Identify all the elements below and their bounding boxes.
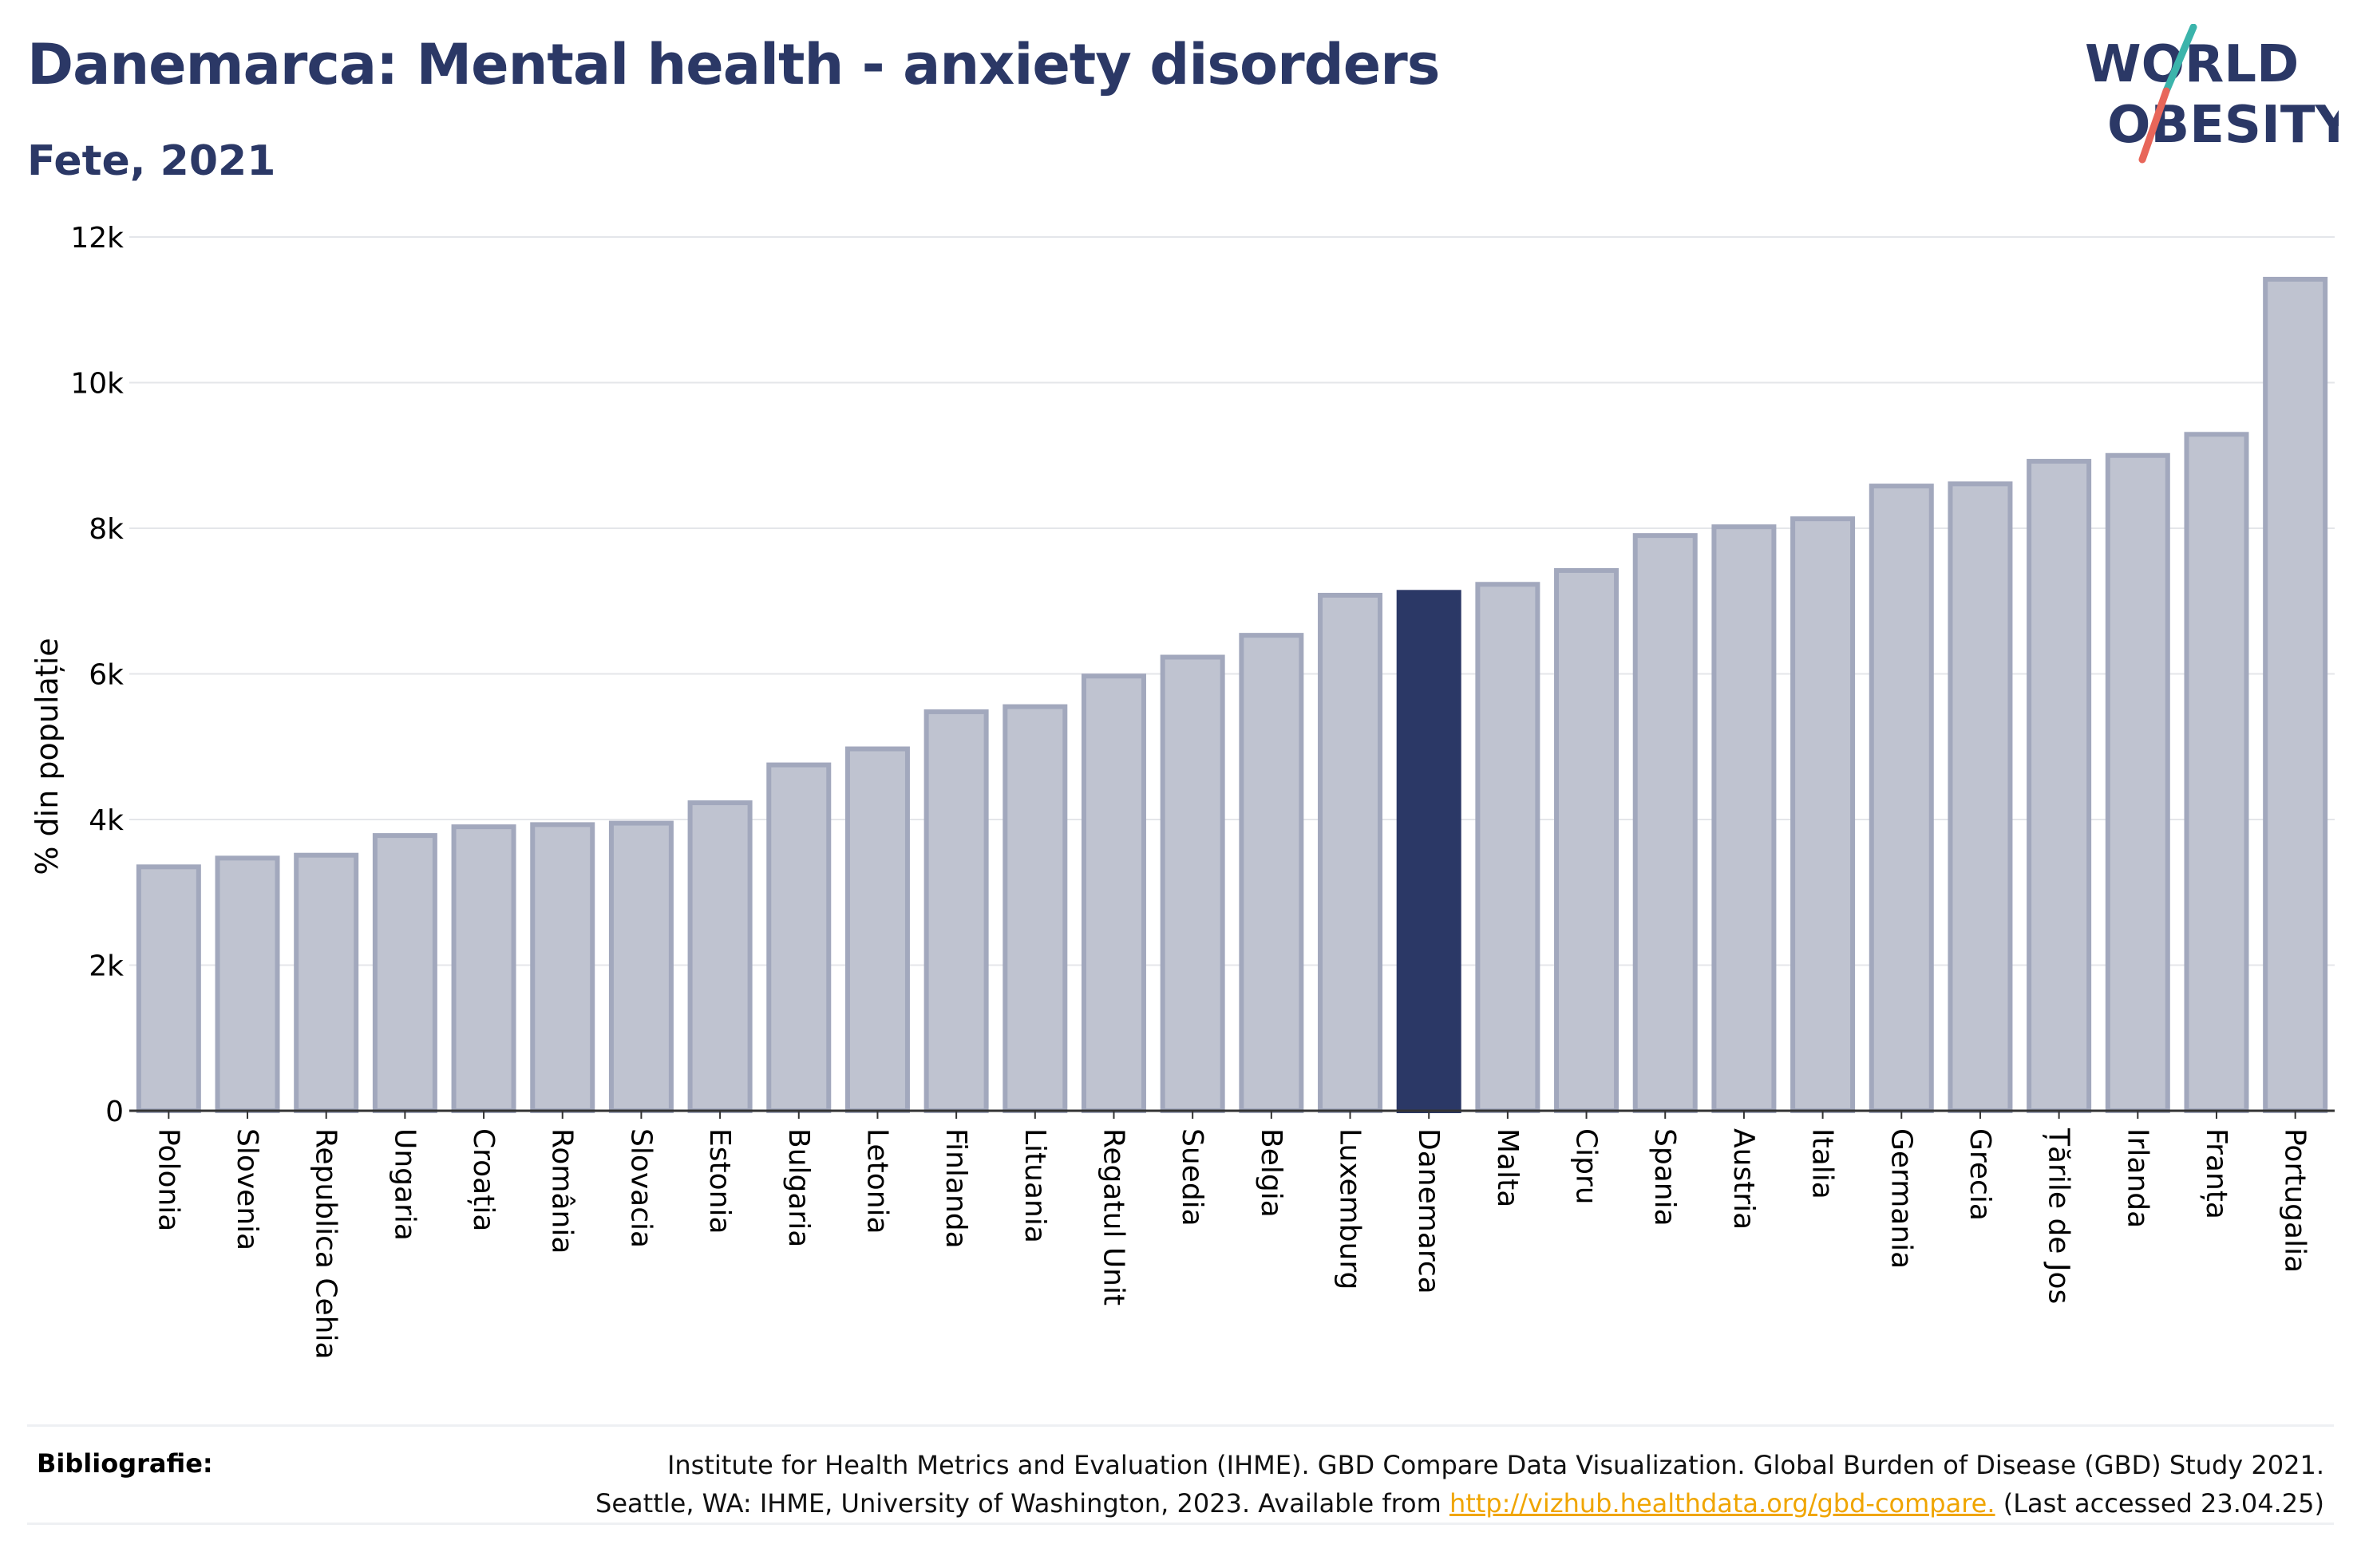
x-tick-label: Bulgaria bbox=[782, 1128, 815, 1247]
x-tick-label: Regatul Unit bbox=[1097, 1128, 1129, 1305]
y-tick-label: 8k bbox=[89, 513, 124, 546]
bar-chart: 0 2k 4k 6k 8k 10k 12k % din populație Polonia S… bbox=[30, 222, 2335, 1360]
x-tick-label: Portugalia bbox=[2279, 1128, 2312, 1273]
bibliography-line2: Seattle, WA: IHME, University of Washing… bbox=[409, 1484, 2324, 1523]
x-tick-label: Italia bbox=[1806, 1128, 1839, 1199]
bar-Bulgaria[interactable] bbox=[766, 762, 832, 1113]
y-tick-label: 12k bbox=[70, 222, 124, 255]
bibliography-line2-post: (Last accessed 23.04.25) bbox=[1995, 1488, 2324, 1519]
bar-Germania[interactable] bbox=[1869, 484, 1934, 1113]
x-tick-label: Slovenia bbox=[231, 1128, 263, 1250]
x-tick-label: Suedia bbox=[1176, 1128, 1208, 1226]
bar-Slovenia[interactable] bbox=[215, 855, 280, 1114]
bibliography-text: Institute for Health Metrics and Evaluat… bbox=[409, 1446, 2324, 1523]
bar-Croația[interactable] bbox=[451, 824, 516, 1113]
logo-line1: WORLD bbox=[2085, 35, 2299, 94]
x-tick-label: Croația bbox=[467, 1128, 500, 1231]
y-tick-label: 2k bbox=[89, 950, 124, 983]
x-tick-label: Malta bbox=[1491, 1128, 1524, 1207]
y-axis-ticks: 0 2k 4k 6k 8k 10k 12k bbox=[70, 222, 124, 1128]
bars bbox=[136, 276, 2328, 1114]
y-tick-label: 10k bbox=[70, 368, 124, 401]
bibliography-link[interactable]: http://vizhub.healthdata.org/gbd-compare… bbox=[1449, 1488, 1995, 1519]
bar-Lituania[interactable] bbox=[1003, 704, 1068, 1113]
x-axis-ticks: Polonia Slovenia Republica Cehia Ungaria Cro… bbox=[152, 1111, 2312, 1360]
bibliography-line1: Institute for Health Metrics and Evaluat… bbox=[666, 1450, 2324, 1480]
bar-Cipru[interactable] bbox=[1554, 567, 1619, 1113]
x-tick-label: Polonia bbox=[152, 1128, 184, 1231]
bibliography-line2-pre: Seattle, WA: IHME, University of Washing… bbox=[595, 1488, 1449, 1519]
x-tick-label: Ungaria bbox=[388, 1128, 421, 1241]
bar-Luxemburg[interactable] bbox=[1318, 592, 1383, 1113]
bar-România[interactable] bbox=[530, 822, 595, 1113]
bar-Irlanda[interactable] bbox=[2105, 452, 2170, 1113]
x-tick-label: Slovacia bbox=[624, 1128, 657, 1248]
x-tick-label: Cipru bbox=[1570, 1128, 1603, 1205]
x-tick-label: Austria bbox=[1727, 1128, 1760, 1230]
bar-Danemarca[interactable] bbox=[1396, 590, 1461, 1113]
bar-Țările de Jos[interactable] bbox=[2027, 459, 2092, 1113]
bar-Regatul Unit[interactable] bbox=[1081, 673, 1146, 1113]
bar-Malta[interactable] bbox=[1475, 582, 1540, 1113]
footer-divider-bottom bbox=[27, 1523, 2334, 1525]
bar-Finlanda[interactable] bbox=[923, 709, 989, 1113]
bar-Franța[interactable] bbox=[2184, 432, 2249, 1113]
x-tick-label: Franța bbox=[2200, 1128, 2232, 1219]
x-tick-label: Republica Cehia bbox=[310, 1128, 342, 1360]
x-tick-label: Grecia bbox=[1964, 1128, 1996, 1221]
bar-Estonia[interactable] bbox=[687, 800, 753, 1113]
bar-Spania[interactable] bbox=[1632, 533, 1698, 1113]
chart-subtitle: Fete, 2021 bbox=[27, 137, 276, 185]
bar-Portugalia[interactable] bbox=[2263, 276, 2328, 1113]
x-tick-label: Estonia bbox=[703, 1128, 736, 1234]
y-axis-label: % din populație bbox=[30, 638, 65, 875]
bar-Ungaria[interactable] bbox=[372, 833, 437, 1113]
x-tick-label: Letonia bbox=[860, 1128, 893, 1234]
x-tick-label: Danemarca bbox=[1412, 1128, 1445, 1294]
bar-Letonia[interactable] bbox=[844, 746, 910, 1113]
x-tick-label: Spania bbox=[1648, 1128, 1681, 1226]
x-tick-label: România bbox=[546, 1128, 579, 1254]
world-obesity-logo: WORLD OBESITY bbox=[2085, 24, 2339, 164]
x-tick-label: Finlanda bbox=[939, 1128, 972, 1249]
bar-Polonia[interactable] bbox=[136, 864, 201, 1113]
x-tick-label: Belgia bbox=[1255, 1128, 1287, 1218]
x-tick-label: Irlanda bbox=[2121, 1128, 2153, 1228]
bar-Suedia[interactable] bbox=[1160, 654, 1225, 1113]
bar-Italia[interactable] bbox=[1790, 516, 1856, 1113]
y-tick-label: 0 bbox=[105, 1096, 124, 1128]
x-tick-label: Germania bbox=[1884, 1128, 1917, 1269]
bar-Slovacia[interactable] bbox=[608, 820, 674, 1113]
chart-title: Danemarca: Mental health - anxiety disor… bbox=[27, 32, 1440, 97]
bar-Belgia[interactable] bbox=[1239, 633, 1304, 1113]
bibliography-label: Bibliografie: bbox=[37, 1448, 213, 1479]
y-tick-label: 6k bbox=[89, 659, 124, 692]
bar-Republica Cehia[interactable] bbox=[294, 852, 359, 1114]
x-tick-label: Lituania bbox=[1018, 1128, 1051, 1243]
x-tick-label: Luxemburg bbox=[1334, 1128, 1366, 1290]
footer-divider-top bbox=[27, 1424, 2334, 1427]
x-tick-label: Țările de Jos bbox=[2043, 1128, 2075, 1304]
bar-Austria[interactable] bbox=[1711, 524, 1777, 1113]
y-tick-label: 4k bbox=[89, 804, 124, 837]
bar-Grecia[interactable] bbox=[1948, 481, 2013, 1113]
